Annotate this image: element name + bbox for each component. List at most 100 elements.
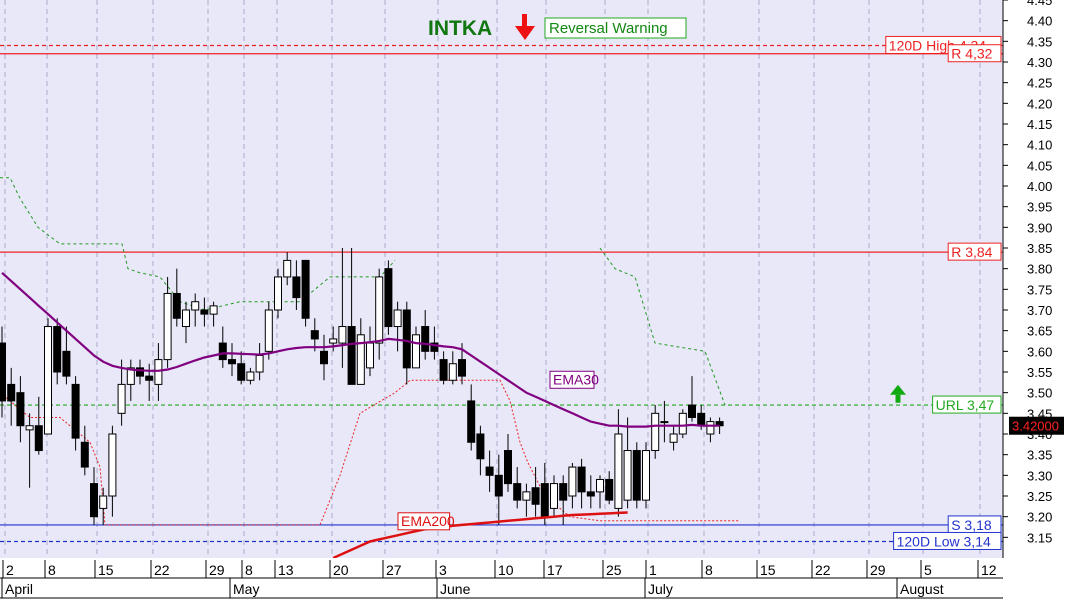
ema200-label-box	[397, 512, 451, 531]
candle	[246, 367, 255, 385]
candle-body	[274, 276, 282, 311]
candle	[200, 297, 209, 327]
candle	[669, 425, 678, 451]
candles	[0, 248, 724, 525]
candle-body	[697, 412, 706, 427]
candle-body	[255, 354, 264, 373]
y-tick-label: 3.95	[1027, 200, 1052, 215]
y-tick-label: 3.60	[1027, 344, 1052, 359]
x-tick-label: 22	[815, 562, 831, 578]
candle-body	[218, 342, 227, 361]
candle-body	[559, 483, 568, 501]
candle	[660, 400, 669, 443]
candle	[568, 462, 577, 509]
candle-body	[467, 400, 476, 443]
candle	[651, 405, 660, 459]
candle-body	[108, 433, 117, 497]
candle	[439, 351, 448, 385]
candle-body	[540, 483, 549, 518]
month-label: May	[233, 581, 259, 597]
y-axis-panel	[1003, 0, 1068, 602]
candle	[577, 458, 586, 509]
candle-body	[605, 478, 614, 501]
candle-body	[568, 466, 577, 497]
candle	[384, 260, 393, 335]
candle-body	[246, 371, 255, 381]
x-tick-label: 8	[48, 562, 56, 578]
candle-body	[320, 350, 328, 365]
candle	[393, 301, 402, 352]
x-tick-label: 12	[981, 562, 997, 578]
candle	[71, 376, 80, 451]
candle	[642, 442, 650, 509]
y-tick-label: 3.90	[1027, 220, 1052, 235]
candle	[218, 326, 227, 368]
candle	[191, 293, 200, 327]
y-tick-label: 4.30	[1027, 55, 1052, 70]
candle	[237, 351, 246, 385]
candle-body	[338, 326, 347, 344]
candle-body	[504, 450, 512, 485]
y-tick-label: 4.25	[1027, 76, 1052, 91]
candle	[678, 409, 687, 439]
candle-body	[172, 292, 181, 319]
level-label-box	[893, 531, 1002, 550]
candle-body	[136, 367, 144, 377]
ema30-label: EMA30	[553, 371, 599, 387]
candle	[320, 334, 328, 381]
candle-body	[347, 326, 356, 385]
y-tick-label: 3.55	[1027, 365, 1052, 380]
candle-body	[237, 363, 246, 381]
y-tick-label: 4.35	[1027, 34, 1052, 49]
candle	[632, 442, 641, 509]
candle-body	[71, 383, 80, 439]
candle	[126, 359, 135, 401]
candle	[476, 425, 485, 476]
level-label: 120D Low 3,14	[897, 533, 991, 549]
candle	[586, 475, 595, 509]
candle	[412, 326, 420, 369]
candle-body	[366, 342, 374, 369]
ema200-label: EMA200	[401, 513, 455, 529]
x-tick-label: 8	[245, 562, 253, 578]
y-tick-label: 4.15	[1027, 117, 1052, 132]
y-tick-label: 3.65	[1027, 324, 1052, 339]
y-tick-label: 4.40	[1027, 14, 1052, 29]
candle-body	[614, 433, 623, 509]
y-tick-label: 3.85	[1027, 241, 1052, 256]
y-tick-label: 4.45	[1027, 0, 1052, 8]
candle-body	[301, 259, 310, 319]
y-tick-label: 4.05	[1027, 158, 1052, 173]
y-tick-label: 3.70	[1027, 303, 1052, 318]
y-tick-label: 4.20	[1027, 96, 1052, 111]
candle-body	[550, 483, 558, 509]
candle	[402, 301, 411, 385]
y-tick-label: 3.35	[1027, 448, 1052, 463]
candle-body	[531, 487, 540, 505]
x-axis-panel	[0, 558, 1068, 602]
candle	[623, 417, 632, 509]
candle	[596, 475, 604, 509]
candle-body	[53, 326, 62, 373]
candle	[310, 318, 319, 352]
upper-stop-2	[599, 247, 726, 406]
candle	[504, 434, 512, 492]
candle-body	[439, 359, 448, 381]
y-tick-label: 4.00	[1027, 179, 1052, 194]
candle-body	[688, 404, 696, 418]
price-label-box	[1009, 416, 1064, 435]
down-arrow-icon	[515, 14, 535, 40]
y-tick-label: 3.80	[1027, 262, 1052, 277]
candle-body	[16, 392, 25, 427]
level-label-box	[932, 395, 1002, 414]
level-label-box	[947, 242, 1002, 261]
candle-body	[402, 309, 411, 369]
x-tick-label: 29	[870, 562, 886, 578]
candle	[522, 483, 531, 517]
candle-body	[421, 326, 430, 352]
candle	[531, 467, 540, 517]
y-tick-label: 3.15	[1027, 530, 1052, 545]
candle	[0, 326, 6, 418]
